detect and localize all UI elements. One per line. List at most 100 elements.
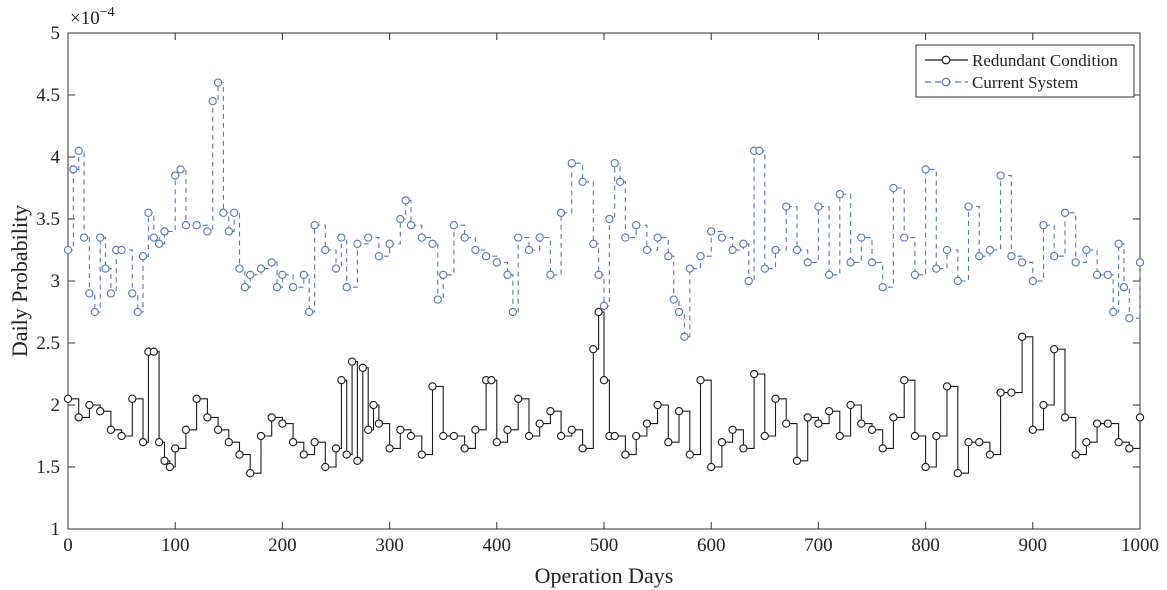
data-point-current-system [792,245,802,255]
data-point-current-system [63,245,73,255]
data-point-current-system [599,301,609,310]
data-point-current-system [337,233,346,242]
x-tick-label: 700 [804,535,833,556]
data-point-current-system [471,245,480,255]
data-point-current-system [90,307,99,317]
data-point-current-system [460,233,469,242]
data-point-redundant-condition [685,450,694,459]
data-point-redundant-condition [589,345,598,354]
data-point-current-system [353,239,362,248]
y-tick-label: 3 [51,271,61,292]
data-point-current-system [782,202,791,211]
data-point-redundant-condition [487,376,496,385]
y-tick-label: 3.5 [36,209,60,230]
data-point-redundant-condition [235,450,244,459]
data-point-current-system [106,289,116,298]
series-layer [63,78,1145,478]
data-point-redundant-condition [653,400,662,410]
data-point-current-system [364,233,373,242]
legend-label-current-system: Current System [972,73,1078,92]
data-point-redundant-condition [739,444,748,453]
data-point-current-system [1103,270,1112,279]
data-point-redundant-condition [74,413,83,422]
data-point-redundant-condition [632,431,641,441]
data-point-current-system [1060,208,1070,217]
x-tick-label: 300 [375,535,404,556]
data-point-current-system [374,252,384,261]
data-point-current-system [744,276,753,286]
data-point-redundant-condition [256,431,266,441]
data-point-current-system [181,221,191,230]
data-point-redundant-condition [567,425,576,434]
x-tick-label: 600 [697,535,726,556]
data-point-redundant-condition [1071,450,1080,459]
data-point-redundant-condition [192,394,201,403]
data-point-redundant-condition [524,431,534,441]
data-point-redundant-condition [369,400,378,410]
legend-box [915,44,1135,98]
data-point-current-system [246,270,255,279]
data-point-current-system [230,208,239,217]
data-point-redundant-condition [824,407,834,416]
data-point-redundant-condition [964,438,973,447]
data-point-current-system [171,171,180,180]
data-point-current-system [96,233,105,242]
legend-marker-current-system [941,77,951,87]
data-point-redundant-condition [1082,438,1091,447]
data-point-current-system [632,221,641,230]
data-point-current-system [889,183,898,193]
data-point-redundant-condition [942,382,952,391]
data-point-current-system [1135,258,1145,267]
y-axis: 1 1.5 2 2.5 3 3.5 4 4.5 5 [36,23,1140,540]
data-point-current-system [910,270,920,279]
data-point-current-system [996,171,1005,180]
data-point-current-system [385,239,394,248]
data-point-redundant-condition [149,347,158,356]
data-point-redundant-condition [385,444,394,453]
data-point-current-system [985,245,995,255]
data-point-redundant-condition [213,425,223,434]
data-point-current-system [717,233,727,242]
legend-label-redundant-condition: Redundant Condition [972,51,1118,70]
data-point-current-system [707,227,716,236]
data-point-current-system [208,97,217,106]
data-point-redundant-condition [728,425,737,434]
data-point-current-system [503,270,512,279]
data-point-redundant-condition [610,431,619,441]
data-point-redundant-condition [224,438,233,447]
data-point-current-system [524,245,534,255]
data-point-current-system [621,233,630,242]
data-point-current-system [942,245,952,255]
data-point-current-system [739,239,748,248]
data-point-current-system [278,270,287,279]
data-point-current-system [932,264,941,273]
series-current-system [63,78,1145,341]
x-axis: 0 100 200 300 400 500 600 700 800 900 1000 [63,33,1159,556]
data-point-redundant-condition [337,376,346,385]
data-point-current-system [481,252,491,261]
data-point-redundant-condition [556,431,566,441]
data-point-current-system [878,283,887,292]
data-point-current-system [299,270,308,279]
data-point-redundant-condition [471,425,480,434]
data-point-redundant-condition [428,382,437,391]
data-point-redundant-condition [599,376,609,385]
data-point-current-system [449,221,459,230]
data-point-current-system [814,202,823,211]
data-point-redundant-condition [846,400,855,410]
data-point-redundant-condition [664,438,673,447]
data-point-current-system [213,78,223,87]
data-point-current-system [396,214,405,224]
data-point-redundant-condition [674,407,684,416]
data-point-redundant-condition [1114,438,1123,447]
data-point-redundant-condition [878,444,887,453]
data-point-current-system [203,227,212,236]
data-point-current-system [760,264,769,273]
data-point-redundant-condition [1039,400,1048,410]
y-tick-label: 4 [51,147,61,168]
data-point-current-system [154,239,164,248]
data-point-current-system [1109,307,1118,317]
data-point-current-system [117,245,126,255]
data-point-redundant-condition [707,462,716,472]
data-point-current-system [975,252,984,261]
